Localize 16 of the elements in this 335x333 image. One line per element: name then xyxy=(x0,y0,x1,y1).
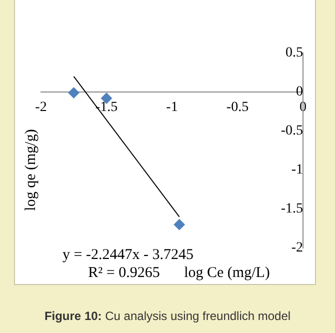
x-axis-title: log Ce (mg/L) xyxy=(184,264,270,281)
y-tick-label: 0.5 xyxy=(286,46,303,61)
y-tick-label: -0.5 xyxy=(280,124,303,139)
y-tick-label: 0 xyxy=(296,84,303,100)
y-tick-label: -1 xyxy=(291,162,303,178)
x-tick-label: -0.5 xyxy=(226,100,249,116)
y-tick-label: -1.5 xyxy=(280,202,303,217)
x-tick-label: -1 xyxy=(166,100,178,116)
x-tick-label: -2 xyxy=(35,100,47,116)
annotation: y = -2.2447x - 3.7245 xyxy=(62,246,194,263)
y-tick-label: -2 xyxy=(291,240,303,256)
point xyxy=(174,219,185,230)
text: Figure 10: Cu analysis using freundlich model xyxy=(43,309,292,323)
y-axis-title: log qe (mg/g) xyxy=(22,129,39,211)
text: R² = 0.9265 xyxy=(88,264,160,281)
point xyxy=(68,87,80,98)
